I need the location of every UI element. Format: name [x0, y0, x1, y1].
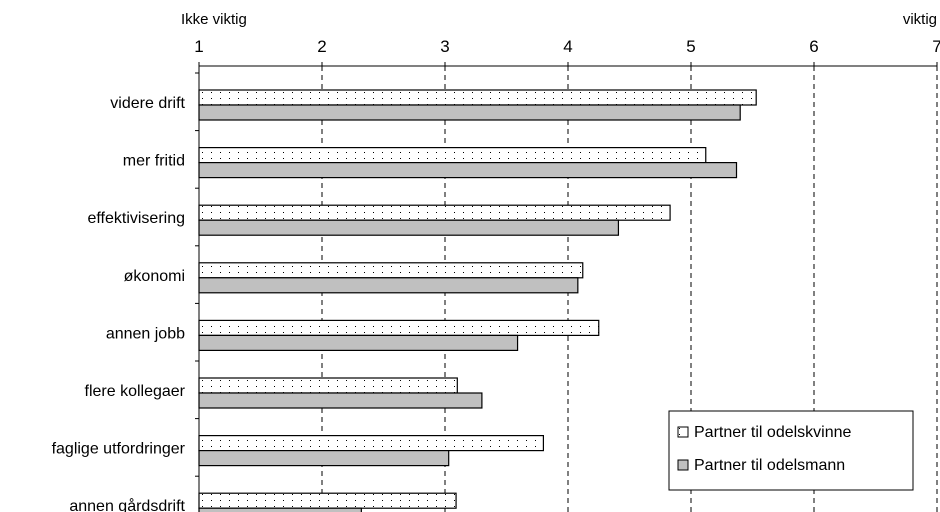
bars: [198, 89, 757, 512]
x-tick-label: 6: [809, 37, 818, 56]
bar-partner-odelsmann: [198, 507, 362, 512]
category-label: annen gårdsdrift: [69, 497, 185, 512]
bar-partner-odelskvinne: [198, 89, 757, 106]
bar-partner-odelsmann: [198, 392, 483, 409]
legend-label: Partner til odelsmann: [694, 457, 845, 474]
category-label: økonomi: [124, 268, 185, 285]
bar-partner-odelsmann: [198, 277, 579, 294]
category-label: videre drift: [110, 95, 185, 112]
x-tick-label: 7: [932, 37, 940, 56]
bar-partner-odelsmann: [198, 104, 741, 121]
bar-partner-odelskvinne: [198, 262, 584, 279]
x-tick-label: 3: [440, 37, 449, 56]
legend-label: Partner til odelskvinne: [694, 424, 852, 441]
category-labels: videre drift mer fritid effektivisering øko…: [52, 72, 199, 512]
legend: Partner til odelskvinne Partner til odels…: [668, 410, 914, 491]
category-label: faglige utfordringer: [52, 441, 186, 458]
category-label: mer fritid: [123, 153, 185, 170]
bar-partner-odelsmann: [198, 450, 450, 467]
x-tick-label: 5: [686, 37, 695, 56]
bar-partner-odelskvinne: [198, 377, 458, 394]
legend-swatch: [677, 426, 689, 438]
x-tick-label: 1: [194, 37, 203, 56]
legend-swatch: [677, 459, 689, 471]
category-label: flere kollegaer: [85, 383, 186, 400]
bar-partner-odelskvinne: [198, 147, 707, 164]
x-axis: 1 2 3 4 5 6 7: [194, 37, 940, 70]
bar-partner-odelskvinne: [198, 319, 600, 336]
legend-box: [668, 410, 914, 491]
bar-partner-odelsmann: [198, 219, 620, 236]
category-label: effektivisering: [87, 210, 185, 227]
axis-label-not-important: Ikke viktig: [181, 11, 247, 28]
bar-partner-odelsmann: [198, 334, 519, 351]
bar-partner-odelskvinne: [198, 204, 671, 221]
x-tick-label: 4: [563, 37, 572, 56]
bar-partner-odelskvinne: [198, 435, 544, 452]
bar-partner-odelsmann: [198, 162, 738, 179]
x-tick-label: 2: [317, 37, 326, 56]
axis-label-important: viktig: [903, 11, 937, 28]
bar-partner-odelskvinne: [198, 492, 457, 509]
category-label: annen jobb: [106, 325, 185, 342]
